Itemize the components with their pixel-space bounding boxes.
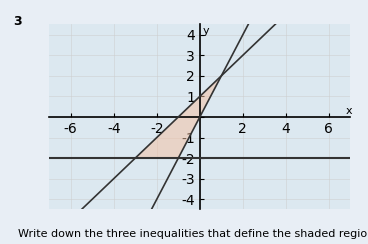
Text: x: x [346,106,353,116]
Text: Write down the three inequalities that define the shaded region.: Write down the three inequalities that d… [18,229,368,239]
Text: 3: 3 [13,15,22,28]
Text: y: y [203,26,210,36]
Polygon shape [135,76,222,158]
